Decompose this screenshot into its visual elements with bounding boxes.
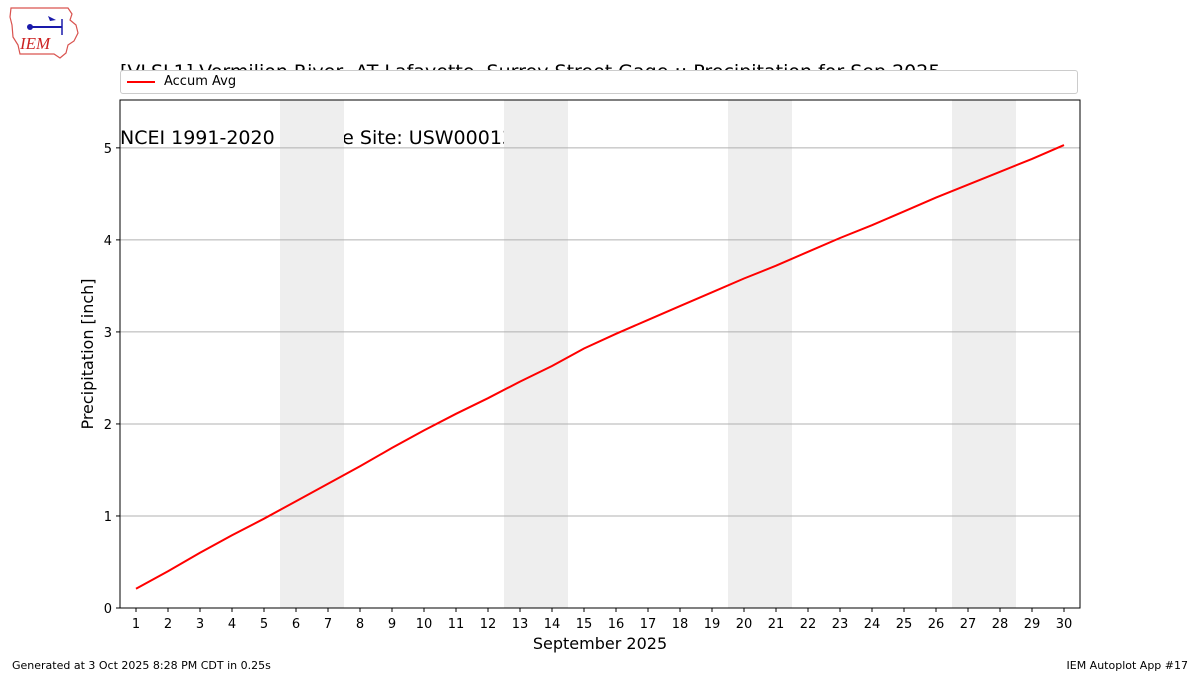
x-tick-label-14: 14 <box>544 617 561 632</box>
weekend-shade-4 <box>952 100 1016 608</box>
x-tick-label-28: 28 <box>992 617 1009 632</box>
x-axis-label: September 2025 <box>533 634 667 653</box>
x-tick-label-5: 5 <box>260 617 268 632</box>
x-tick-label-6: 6 <box>292 617 300 632</box>
weekend-shade-2 <box>504 100 568 608</box>
x-tick-label-7: 7 <box>324 617 332 632</box>
footer-app-id: IEM Autoplot App #17 <box>1066 659 1189 672</box>
x-tick-label-1: 1 <box>132 617 140 632</box>
x-tick-label-27: 27 <box>960 617 977 632</box>
legend-swatch-accum-avg <box>127 81 155 83</box>
x-tick-label-16: 16 <box>608 617 625 632</box>
footer-generated: Generated at 3 Oct 2025 8:28 PM CDT in 0… <box>12 659 271 672</box>
x-tick-label-26: 26 <box>928 617 945 632</box>
x-tick-label-30: 30 <box>1056 617 1073 632</box>
x-tick-label-22: 22 <box>800 617 817 632</box>
y-tick-label-5: 5 <box>104 142 112 157</box>
y-tick-label-0: 0 <box>104 602 112 617</box>
series-line-accum-avg <box>135 144 1065 590</box>
x-tick-label-17: 17 <box>640 617 657 632</box>
x-tick-label-4: 4 <box>228 617 236 632</box>
logo-text: IEM <box>19 34 51 53</box>
x-tick-label-23: 23 <box>832 617 849 632</box>
x-tick-label-3: 3 <box>196 617 204 632</box>
x-tick-label-13: 13 <box>512 617 529 632</box>
x-tick-label-8: 8 <box>356 617 364 632</box>
x-tick-label-24: 24 <box>864 617 881 632</box>
y-tick-label-2: 2 <box>104 418 112 433</box>
legend-label-accum-avg: Accum Avg <box>164 74 237 89</box>
y-tick-label-1: 1 <box>104 510 112 525</box>
weekend-shade-1 <box>280 100 344 608</box>
x-tick-label-9: 9 <box>388 617 396 632</box>
legend: Accum Avg <box>120 70 1078 94</box>
y-axis-label: Precipitation [inch] <box>78 278 97 429</box>
y-tick-label-4: 4 <box>104 234 112 249</box>
x-tick-label-20: 20 <box>736 617 753 632</box>
x-tick-label-12: 12 <box>480 617 497 632</box>
plot-frame <box>119 99 1081 609</box>
x-tick-label-19: 19 <box>704 617 721 632</box>
x-tick-label-25: 25 <box>896 617 913 632</box>
x-tick-label-15: 15 <box>576 617 593 632</box>
x-tick-label-11: 11 <box>448 617 465 632</box>
x-tick-label-29: 29 <box>1024 617 1041 632</box>
x-tick-label-2: 2 <box>164 617 172 632</box>
x-tick-label-21: 21 <box>768 617 785 632</box>
iem-logo-icon: IEM <box>9 7 79 59</box>
weekend-shade-3 <box>728 100 792 608</box>
y-tick-label-3: 3 <box>104 326 112 341</box>
x-tick-label-18: 18 <box>672 617 689 632</box>
x-tick-label-10: 10 <box>416 617 433 632</box>
